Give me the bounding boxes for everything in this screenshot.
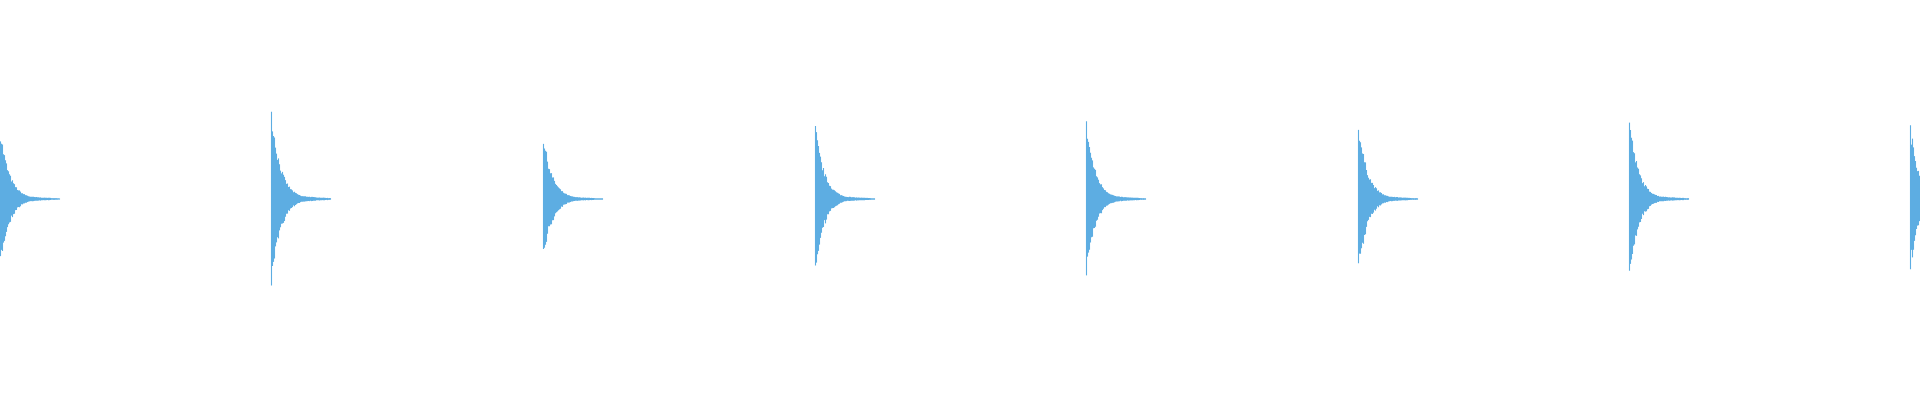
- waveform-burst-path: [542, 143, 604, 249]
- waveform-burst-path: [1628, 122, 1690, 271]
- waveform-burst-8: [1909, 125, 1920, 270]
- waveform-burst-path: [1909, 125, 1920, 270]
- waveform-burst-path: [1085, 121, 1147, 276]
- waveform-burst-7: [1628, 122, 1690, 271]
- waveform-burst-path: [1357, 129, 1419, 264]
- waveform-burst-2: [270, 111, 332, 286]
- waveform-burst-3: [542, 143, 604, 249]
- waveform-burst-4: [814, 126, 876, 266]
- waveform-burst-path: [0, 141, 61, 257]
- waveform-burst-5: [1085, 121, 1147, 276]
- waveform-burst-path: [270, 111, 332, 286]
- waveform-burst-1: [0, 141, 61, 257]
- waveform-burst-6: [1357, 129, 1419, 264]
- waveform-burst-path: [814, 126, 876, 266]
